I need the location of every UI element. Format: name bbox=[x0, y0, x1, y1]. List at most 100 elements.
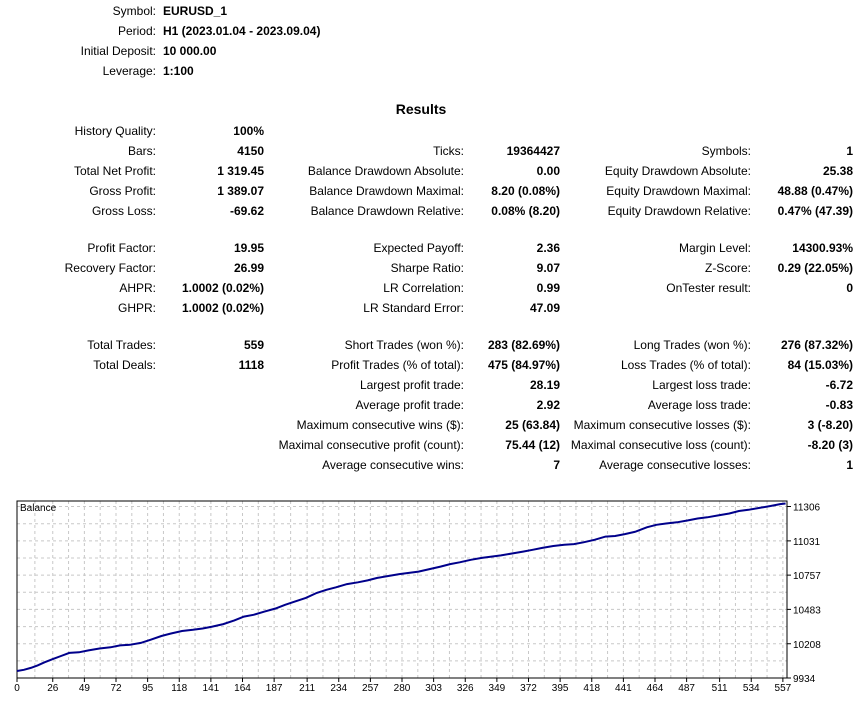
x-tick-label: 418 bbox=[583, 683, 600, 694]
x-tick-label: 557 bbox=[775, 683, 792, 694]
x-tick-label: 234 bbox=[330, 683, 347, 694]
x-tick-label: 303 bbox=[425, 683, 442, 694]
x-tick-label: 487 bbox=[678, 683, 695, 694]
result-value: 7 bbox=[553, 458, 560, 472]
x-tick-label: 372 bbox=[520, 683, 537, 694]
result-value: 0 bbox=[846, 281, 853, 295]
result-value: -69.62 bbox=[229, 204, 264, 218]
result-value: 75.44 (12) bbox=[505, 438, 560, 452]
result-value: -8.20 (3) bbox=[807, 438, 853, 452]
result-label: Bars: bbox=[127, 144, 156, 158]
result-value: 26.99 bbox=[233, 261, 264, 275]
x-tick-label: 395 bbox=[552, 683, 569, 694]
result-label: Average profit trade: bbox=[355, 398, 464, 412]
result-value: 19.95 bbox=[233, 241, 264, 255]
result-label: GHPR: bbox=[117, 301, 156, 315]
result-label: Gross Loss: bbox=[91, 204, 156, 218]
result-value: 84 (15.03%) bbox=[787, 358, 853, 372]
result-label: Equity Drawdown Maximal: bbox=[606, 184, 751, 198]
result-label: Expected Payoff: bbox=[373, 241, 464, 255]
result-value: 47.09 bbox=[529, 301, 560, 315]
x-tick-label: 187 bbox=[266, 683, 283, 694]
x-tick-label: 164 bbox=[234, 683, 251, 694]
result-label: Average consecutive wins: bbox=[322, 458, 464, 472]
result-label: Recovery Factor: bbox=[64, 261, 156, 275]
balance-line bbox=[16, 502, 786, 672]
result-label: Total Net Profit: bbox=[73, 164, 156, 178]
result-value: 2.36 bbox=[536, 241, 560, 255]
result-label: Maximum consecutive losses ($): bbox=[573, 418, 751, 432]
result-value: 19364427 bbox=[506, 144, 560, 158]
result-value: 0.99 bbox=[536, 281, 560, 295]
x-tick-label: 280 bbox=[394, 683, 411, 694]
result-value: 28.19 bbox=[529, 378, 560, 392]
x-tick-label: 72 bbox=[110, 683, 122, 694]
result-label: Maximum consecutive wins ($): bbox=[296, 418, 464, 432]
x-tick-label: 326 bbox=[457, 683, 474, 694]
x-tick-label: 26 bbox=[47, 683, 59, 694]
result-value: 2.92 bbox=[536, 398, 560, 412]
result-label: Equity Drawdown Absolute: bbox=[604, 164, 751, 178]
result-value: 3 (-8.20) bbox=[807, 418, 853, 432]
result-label: History Quality: bbox=[74, 124, 156, 138]
result-label: Profit Trades (% of total): bbox=[331, 358, 464, 372]
result-value: 0.00 bbox=[536, 164, 560, 178]
result-label: Maximal consecutive profit (count): bbox=[278, 438, 464, 452]
result-label: Gross Profit: bbox=[89, 184, 156, 198]
result-label: Short Trades (won %): bbox=[344, 338, 464, 352]
result-value: 14300.93% bbox=[792, 241, 853, 255]
result-value: -0.83 bbox=[825, 398, 853, 412]
x-tick-label: 49 bbox=[79, 683, 91, 694]
result-label: Balance Drawdown Relative: bbox=[310, 204, 464, 218]
header-label: Leverage: bbox=[102, 64, 156, 78]
result-value: 25.38 bbox=[822, 164, 853, 178]
y-tick-label: 11306 bbox=[793, 503, 821, 514]
x-tick-label: 464 bbox=[647, 683, 664, 694]
x-tick-label: 534 bbox=[743, 683, 760, 694]
header-label: Period: bbox=[117, 24, 156, 38]
result-value: 25 (63.84) bbox=[505, 418, 560, 432]
result-label: Total Deals: bbox=[93, 358, 156, 372]
result-value: 48.88 (0.47%) bbox=[777, 184, 853, 198]
result-label: Average consecutive losses: bbox=[599, 458, 751, 472]
chart-legend: Balance bbox=[20, 503, 57, 514]
chart-plot-area bbox=[17, 501, 787, 678]
result-label: Loss Trades (% of total): bbox=[620, 358, 751, 372]
result-value: 1 bbox=[846, 144, 853, 158]
x-tick-label: 95 bbox=[142, 683, 154, 694]
result-value: 475 (84.97%) bbox=[487, 358, 560, 372]
result-value: 0.29 (22.05%) bbox=[777, 261, 853, 275]
x-tick-label: 257 bbox=[362, 683, 379, 694]
result-value: 276 (87.32%) bbox=[780, 338, 853, 352]
result-value: 1 389.07 bbox=[217, 184, 264, 198]
x-tick-label: 118 bbox=[171, 683, 187, 694]
header-value: H1 (2023.01.04 - 2023.09.04) bbox=[163, 24, 321, 38]
result-value: 0.47% (47.39) bbox=[777, 204, 853, 218]
result-label: Ticks: bbox=[433, 144, 464, 158]
x-tick-label: 349 bbox=[489, 683, 506, 694]
y-tick-label: 10483 bbox=[793, 605, 821, 616]
x-tick-label: 441 bbox=[615, 683, 632, 694]
result-label: Total Trades: bbox=[87, 338, 156, 352]
result-label: Long Trades (won %): bbox=[633, 338, 751, 352]
header-label: Initial Deposit: bbox=[80, 44, 156, 58]
result-value: 0.08% (8.20) bbox=[491, 204, 560, 218]
result-label: Equity Drawdown Relative: bbox=[607, 204, 751, 218]
header-value: 1:100 bbox=[163, 64, 194, 78]
result-label: Balance Drawdown Absolute: bbox=[307, 164, 464, 178]
x-tick-label: 141 bbox=[203, 683, 220, 694]
result-label: OnTester result: bbox=[666, 281, 751, 295]
result-value: 9.07 bbox=[536, 261, 560, 275]
result-label: AHPR: bbox=[119, 281, 156, 295]
result-label: Margin Level: bbox=[678, 241, 751, 255]
header-value: 10 000.00 bbox=[163, 44, 217, 58]
result-label: Profit Factor: bbox=[87, 241, 156, 255]
y-tick-label: 11031 bbox=[793, 537, 821, 548]
result-value: 1.0002 (0.02%) bbox=[181, 281, 264, 295]
result-value: -6.72 bbox=[825, 378, 853, 392]
result-label: Balance Drawdown Maximal: bbox=[309, 184, 464, 198]
result-value: 1 319.45 bbox=[217, 164, 264, 178]
result-value: 559 bbox=[243, 338, 264, 352]
results-title: Results bbox=[395, 101, 447, 117]
x-tick-label: 511 bbox=[712, 683, 728, 694]
